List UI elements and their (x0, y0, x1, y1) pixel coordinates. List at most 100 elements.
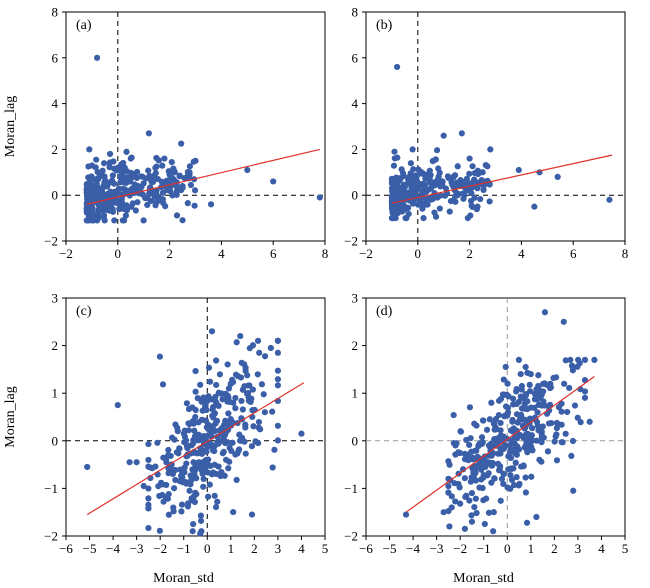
panel-c-x-tick-label: 4 (298, 541, 305, 556)
scatter-point (119, 217, 126, 224)
scatter-point (450, 439, 457, 447)
scatter-point (153, 198, 160, 206)
scatter-point (538, 458, 545, 465)
scatter-point (591, 356, 598, 363)
scatter-point (145, 130, 152, 137)
scatter-point (111, 180, 118, 187)
scatter-point (145, 485, 152, 492)
scatter-point (202, 456, 210, 464)
scatter-point (509, 428, 516, 435)
scatter-point (471, 503, 478, 511)
scatter-point (216, 371, 224, 378)
scatter-point (457, 428, 465, 435)
scatter-point (99, 202, 106, 209)
scatter-point (199, 407, 206, 414)
scatter-point (528, 432, 535, 439)
scatter-point (510, 481, 518, 489)
scatter-point (165, 446, 172, 454)
scatter-point (453, 191, 461, 198)
scatter-point (181, 433, 189, 440)
scatter-point (200, 475, 207, 483)
panel-a-points (83, 54, 323, 224)
panel-c-frame (65, 297, 326, 537)
scatter-point (456, 484, 463, 491)
scatter-point (564, 408, 571, 416)
scatter-point (488, 399, 495, 406)
scatter-point (567, 356, 574, 363)
scatter-point (115, 200, 122, 207)
scatter-point (203, 448, 210, 455)
scatter-point (433, 147, 441, 154)
scatter-point (505, 393, 512, 400)
scatter-point (83, 189, 90, 196)
panel-a-y-tick-label: −2 (44, 234, 58, 249)
scatter-point (505, 453, 512, 460)
panel-c-x-tick-label: −6 (59, 541, 73, 556)
scatter-point (213, 399, 220, 406)
scatter-point (528, 473, 535, 480)
scatter-point (165, 452, 172, 459)
panel-c-y-tick-label: 1 (52, 386, 59, 401)
scatter-point (430, 157, 437, 164)
panel-c-x-tick-label: −4 (106, 541, 120, 556)
scatter-point (261, 353, 269, 360)
scatter-point (419, 180, 426, 188)
scatter-point (210, 469, 217, 476)
scatter-point (197, 517, 205, 524)
scatter-point (160, 454, 167, 461)
scatter-point (269, 408, 276, 415)
panel-d-x-tick-label: −1 (477, 541, 491, 556)
scatter-point (111, 217, 118, 224)
scatter-point (497, 463, 504, 470)
panel-b-x-tick-label: 0 (415, 246, 422, 261)
scatter-point (473, 206, 480, 213)
scatter-point (445, 489, 452, 496)
panel-d-x-tick-label: −6 (359, 541, 373, 556)
scatter-point (522, 431, 529, 438)
scatter-point (181, 174, 188, 182)
scatter-point (255, 418, 263, 426)
scatter-point (560, 318, 567, 325)
scatter-point (93, 54, 101, 61)
scatter-point (494, 450, 502, 457)
panel-b-y-tick-label: 6 (352, 50, 359, 65)
scatter-point (179, 217, 186, 224)
scatter-point (98, 190, 105, 197)
scatter-point (504, 380, 511, 387)
panel-b-label: (b) (376, 18, 393, 33)
scatter-point (473, 447, 480, 454)
scatter-point (461, 475, 468, 482)
scatter-point (531, 203, 538, 210)
scatter-point (469, 163, 476, 170)
scatter-point (237, 332, 244, 340)
scatter-point (181, 439, 188, 446)
panel-c-y-tick-label: −1 (44, 481, 58, 496)
scatter-point (222, 390, 229, 397)
scatter-point (198, 398, 205, 405)
scatter-point (274, 367, 282, 374)
scatter-point (179, 182, 186, 190)
scatter-point (473, 509, 480, 517)
scatter-point (490, 509, 497, 516)
scatter-point (485, 442, 493, 449)
scatter-point (256, 426, 264, 433)
panel-a-y-tick-label: 2 (52, 142, 59, 157)
scatter-point (533, 418, 541, 426)
panel-c-x-tick-label: −3 (130, 541, 144, 556)
scatter-point (258, 381, 266, 388)
scatter-point (467, 435, 474, 442)
panel-a-x-tick-label: −2 (59, 246, 73, 261)
scatter-point (252, 438, 259, 445)
panel-a-x-tick-label: 6 (270, 246, 277, 261)
scatter-point (242, 450, 249, 457)
scatter-point (405, 177, 412, 184)
scatter-point (84, 463, 91, 471)
scatter-point (159, 162, 166, 169)
scatter-point (156, 353, 163, 360)
scatter-point (472, 495, 479, 502)
scatter-point (200, 483, 207, 490)
panel-d-y-tick-label: −2 (344, 529, 358, 544)
scatter-point (212, 357, 220, 364)
scatter-point (531, 404, 538, 411)
scatter-point (159, 381, 167, 388)
